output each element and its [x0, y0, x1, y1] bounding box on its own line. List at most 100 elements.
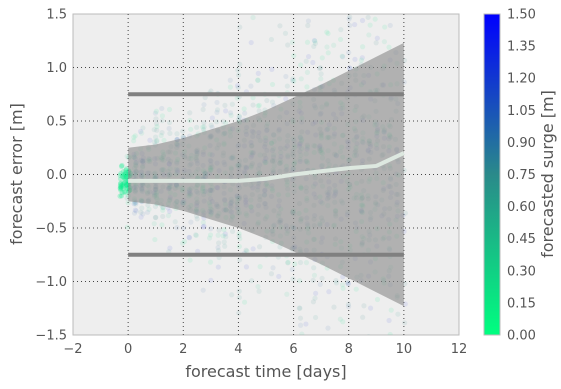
- scatter-point: [237, 24, 243, 30]
- error-envelope: [128, 42, 404, 307]
- scatter-point: [382, 24, 388, 30]
- scatter-point: [167, 208, 173, 214]
- scatter-point: [368, 363, 373, 368]
- y-axis-label: forecast error [m]: [7, 103, 26, 245]
- scatter-point: [133, 208, 139, 214]
- scatter-point: [283, 96, 289, 102]
- scatter-point: [402, 320, 408, 326]
- scatter-point: [119, 182, 125, 188]
- scatter-point: [250, 14, 256, 21]
- scatter-point: [123, 169, 129, 175]
- scatter-point: [282, 30, 289, 36]
- scatter-point: [305, 18, 312, 24]
- scatter-point: [361, 303, 367, 309]
- scatter-point: [223, 234, 229, 240]
- scatter-point: [332, 0, 337, 1]
- scatter-point: [122, 170, 128, 177]
- scatter-point: [123, 167, 129, 173]
- scatter-point: [153, 116, 159, 122]
- scatter-point: [118, 184, 124, 190]
- scatter-point: [395, 311, 401, 317]
- scatter-point: [201, 223, 207, 229]
- scatter-point: [372, 16, 378, 22]
- scatter-point: [117, 185, 123, 191]
- scatter-point: [325, 50, 331, 56]
- scatter-point: [366, 334, 371, 335]
- scatter-point: [236, 310, 242, 316]
- scatter-point: [326, 289, 332, 295]
- scatter-point: [311, 43, 317, 50]
- scatter-point: [236, 294, 242, 301]
- scatter-point: [317, 65, 323, 72]
- scatter-point: [402, 301, 408, 307]
- scatter-point: [305, 53, 312, 60]
- scatter-point: [120, 168, 126, 175]
- scatter-point: [255, 103, 261, 109]
- scatter-point: [158, 132, 164, 139]
- scatter-point: [140, 211, 146, 217]
- scatter-point: [154, 127, 160, 133]
- scatter-point: [200, 124, 206, 130]
- scatter-point: [255, 283, 261, 290]
- scatter-point: [140, 125, 146, 131]
- scatter-point: [359, 17, 366, 24]
- scatter-point: [235, 72, 242, 78]
- scatter-point: [119, 190, 125, 196]
- scatter-point: [207, 259, 214, 265]
- scatter-point: [137, 128, 144, 135]
- scatter-point: [123, 182, 130, 188]
- scatter-point: [234, 95, 240, 101]
- scatter-point: [131, 138, 137, 144]
- scatter-point: [297, 322, 304, 328]
- scatter-point: [375, 379, 380, 384]
- scatter-point: [297, 315, 304, 321]
- scatter-point: [153, 214, 159, 220]
- scatter-point: [344, 279, 350, 285]
- scatter-point: [152, 203, 159, 210]
- scatter-point: [319, 275, 325, 281]
- scatter-point: [297, 259, 304, 266]
- scatter-point: [193, 232, 199, 239]
- scatter-point: [318, 76, 324, 82]
- scatter-point: [283, 73, 289, 80]
- scatter-point: [255, 77, 261, 83]
- x-tick-label: 2: [179, 342, 187, 357]
- colorbar-label: forecasted surge [m]: [538, 90, 557, 258]
- scatter-point: [118, 185, 124, 191]
- scatter-point: [256, 108, 262, 114]
- colorbar-tick-labels: 0.00 0.15 0.30 0.45 0.60 0.75 0.90 1.05 1.20 1.35…: [507, 8, 536, 344]
- scatter-point: [201, 102, 207, 108]
- scatter-point: [340, 54, 346, 60]
- scatter-point: [180, 225, 187, 231]
- scatter-point: [305, 22, 311, 29]
- scatter-point: [154, 123, 160, 130]
- scatter-point: [223, 120, 229, 126]
- scatter-point: [393, 363, 398, 368]
- scatter-point: [118, 187, 124, 193]
- scatter-point: [338, 6, 343, 11]
- scatter-point: [118, 170, 124, 177]
- scatter-point: [367, 352, 372, 357]
- colorbar-tick-label: 0.00: [507, 329, 536, 344]
- y-tick-label: 1.5: [46, 8, 67, 23]
- scatter-point: [285, 42, 291, 48]
- scatter-point: [159, 222, 165, 228]
- scatter-point: [366, 32, 372, 38]
- scatter-point: [304, 69, 311, 75]
- scatter-point: [117, 193, 123, 199]
- x-tick-label: 4: [234, 342, 242, 357]
- scatter-point: [194, 124, 200, 130]
- scatter-point: [353, 369, 358, 374]
- scatter-point: [250, 246, 256, 252]
- scatter-point: [161, 137, 167, 143]
- scatter-point: [236, 230, 242, 237]
- scatter-point: [166, 119, 173, 126]
- scatter-point: [358, 57, 365, 63]
- scatter-point: [220, 233, 226, 239]
- scatter-point: [339, 334, 341, 335]
- scatter-point: [154, 138, 160, 145]
- scatter-point: [214, 109, 220, 115]
- scatter-point: [208, 122, 214, 128]
- scatter-point: [317, 281, 323, 287]
- mean-line-group: [128, 151, 405, 183]
